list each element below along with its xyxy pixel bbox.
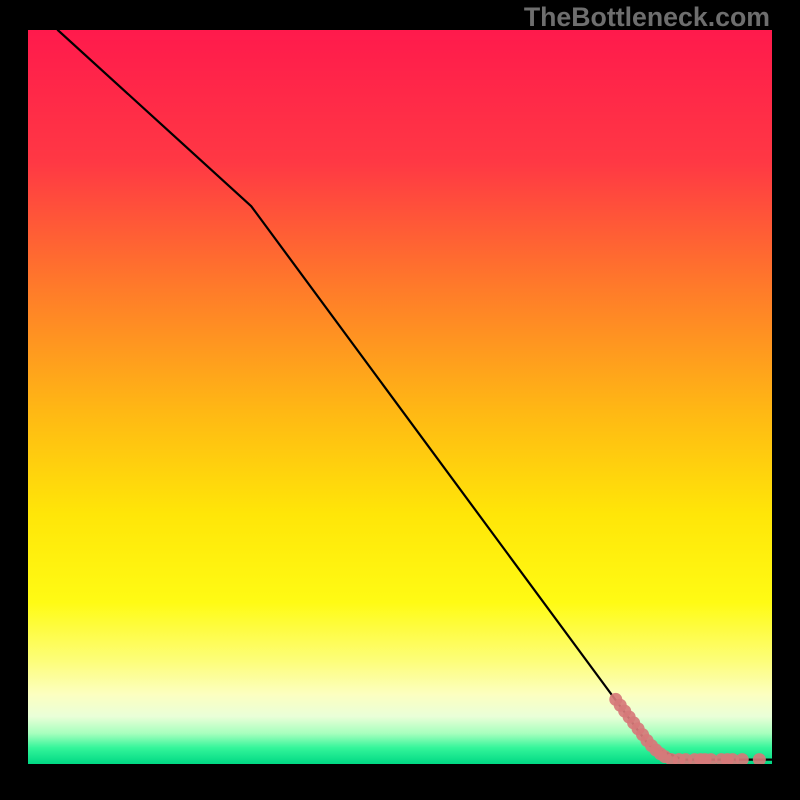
frame-left bbox=[0, 0, 28, 800]
gradient-background bbox=[28, 30, 772, 764]
frame-right bbox=[772, 0, 800, 800]
plot-svg bbox=[28, 30, 772, 764]
frame-bottom bbox=[0, 764, 800, 800]
watermark-text: TheBottleneck.com bbox=[524, 2, 770, 33]
plot-area bbox=[28, 30, 772, 764]
canvas: TheBottleneck.com bbox=[0, 0, 800, 800]
